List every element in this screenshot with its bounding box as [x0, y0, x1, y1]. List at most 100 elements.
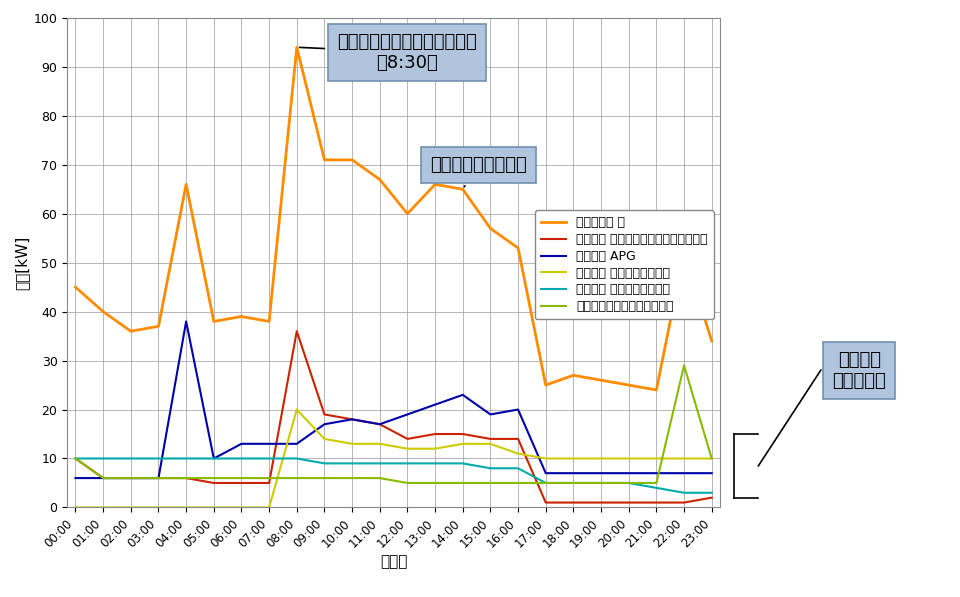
- 動力２－ APG: [540, 470, 551, 477]
- 親デマンド 値: [401, 210, 413, 217]
- 親デマンド 値: [208, 318, 220, 325]
- 動力２－ APG: [97, 475, 108, 482]
- 動力２－ 二次硬化炉２－４: [208, 504, 220, 511]
- 動力２－ 予熱炉０－１（トンネル炉）: [513, 435, 524, 442]
- Line: 動力２－ APG: 動力２－ APG: [76, 321, 711, 478]
- 動力２－ 予熱炉０－１（トンネル炉）: [651, 499, 662, 506]
- Legend: 親デマンド 値, 動力２－ 予熱炉０－１（トンネル炉）, 動力２－ APG, 動力２－ 二次硬化炉２－４, 動力２－ 二次硬化炉２－５, 動力２－（旧名称：予熱: 親デマンド 値, 動力２－ 予熱炉０－１（トンネル炉）, 動力２－ APG, 動…: [535, 210, 713, 319]
- 動力２－（旧名称：予熱炉）: [567, 479, 579, 487]
- 動力２－ APG: [457, 391, 468, 398]
- 親デマンド 値: [679, 250, 690, 257]
- 動力２－ 二次硬化炉２－４: [374, 440, 386, 447]
- 動力２－ 二次硬化炉２－４: [347, 440, 358, 447]
- 動力２－ APG: [153, 475, 164, 482]
- 動力２－ 二次硬化炉２－５: [651, 484, 662, 491]
- 動力２－（旧名称：予熱炉）: [236, 475, 248, 482]
- 動力２－（旧名称：予熱炉）: [153, 475, 164, 482]
- 動力２－（旧名称：予熱炉）: [540, 479, 551, 487]
- 動力２－ 二次硬化炉２－５: [401, 460, 413, 467]
- 動力２－ 二次硬化炉２－４: [679, 455, 690, 462]
- 動力２－ 二次硬化炉２－４: [540, 455, 551, 462]
- 動力２－ APG: [180, 318, 192, 325]
- 動力２－ APG: [208, 455, 220, 462]
- 動力２－（旧名称：予熱炉）: [429, 479, 441, 487]
- Line: 動力２－（旧名称：予熱炉）: 動力２－（旧名称：予熱炉）: [76, 365, 711, 483]
- 動力２－ 二次硬化炉２－４: [291, 406, 302, 413]
- 親デマンド 値: [651, 386, 662, 393]
- 動力２－ 二次硬化炉２－４: [595, 455, 607, 462]
- 親デマンド 値: [125, 328, 136, 335]
- 動力２－ APG: [374, 421, 386, 428]
- 動力２－ 二次硬化炉２－５: [291, 455, 302, 462]
- 動力２－ 二次硬化炉２－４: [125, 504, 136, 511]
- 動力２－ 予熱炉０－１（トンネル炉）: [429, 430, 441, 438]
- 親デマンド 値: [623, 381, 635, 389]
- 動力２－ APG: [513, 406, 524, 413]
- 動力２－（旧名称：予熱炉）: [180, 475, 192, 482]
- 動力２－ 予熱炉０－１（トンネル炉）: [347, 416, 358, 423]
- 動力２－ 二次硬化炉２－５: [153, 455, 164, 462]
- 動力２－ 予熱炉０－１（トンネル炉）: [457, 430, 468, 438]
- 親デマンド 値: [485, 225, 496, 232]
- 親デマンド 値: [70, 284, 82, 291]
- Text: 工場全体のデマンドのピーク
（8:30）: 工場全体のデマンドのピーク （8:30）: [300, 33, 476, 72]
- 動力２－ 二次硬化炉２－５: [679, 489, 690, 496]
- 動力２－（旧名称：予熱炉）: [513, 479, 524, 487]
- 動力２－ 二次硬化炉２－５: [595, 479, 607, 487]
- 動力２－ 予熱炉０－１（トンネル炉）: [374, 421, 386, 428]
- 動力２－ 予熱炉０－１（トンネル炉）: [70, 455, 82, 462]
- 動力２－（旧名称：予熱炉）: [485, 479, 496, 487]
- 動力２－（旧名称：予熱炉）: [623, 479, 635, 487]
- 動力２－ 二次硬化炉２－４: [180, 504, 192, 511]
- 動力２－（旧名称：予熱炉）: [457, 479, 468, 487]
- 動力２－ 予熱炉０－１（トンネル炉）: [567, 499, 579, 506]
- 親デマンド 値: [706, 337, 717, 344]
- Line: 動力２－ 二次硬化炉２－５: 動力２－ 二次硬化炉２－５: [76, 458, 711, 493]
- 動力２－（旧名称：予熱炉）: [374, 475, 386, 482]
- 動力２－ 二次硬化炉２－５: [180, 455, 192, 462]
- 動力２－ 二次硬化炉２－４: [97, 504, 108, 511]
- 親デマンド 値: [347, 156, 358, 164]
- 動力２－ 予熱炉０－１（トンネル炉）: [679, 499, 690, 506]
- 動力２－ APG: [347, 416, 358, 423]
- 動力２－ 予熱炉０－１（トンネル炉）: [595, 499, 607, 506]
- 親デマンド 値: [567, 372, 579, 379]
- 親デマンド 値: [513, 244, 524, 251]
- 動力２－ 二次硬化炉２－５: [706, 489, 717, 496]
- 親デマンド 値: [374, 176, 386, 183]
- 動力２－ APG: [70, 475, 82, 482]
- 動力２－ 二次硬化炉２－４: [153, 504, 164, 511]
- 動力２－（旧名称：予熱炉）: [706, 455, 717, 462]
- 動力２－ 二次硬化炉２－４: [70, 504, 82, 511]
- 動力２－（旧名称：予熱炉）: [679, 362, 690, 369]
- 動力２－ APG: [429, 401, 441, 408]
- 動力２－ APG: [125, 475, 136, 482]
- 動力２－ 予熱炉０－１（トンネル炉）: [180, 475, 192, 482]
- 動力２－ APG: [679, 470, 690, 477]
- 動力２－ 予熱炉０－１（トンネル炉）: [263, 479, 275, 487]
- 動力２－ APG: [263, 440, 275, 447]
- 動力２－ 二次硬化炉２－４: [623, 455, 635, 462]
- Y-axis label: 電力[kW]: 電力[kW]: [14, 236, 30, 290]
- 動力２－ APG: [623, 470, 635, 477]
- 動力２－ APG: [485, 411, 496, 418]
- 動力２－ 二次硬化炉２－４: [401, 445, 413, 453]
- 動力２－ 二次硬化炉２－５: [567, 479, 579, 487]
- 動力２－ 二次硬化炉２－４: [651, 455, 662, 462]
- 親デマンド 値: [97, 308, 108, 315]
- 動力２－ 二次硬化炉２－５: [429, 460, 441, 467]
- 親デマンド 値: [595, 377, 607, 384]
- 動力２－ 二次硬化炉２－４: [513, 450, 524, 457]
- 動力２－ 二次硬化炉２－５: [374, 460, 386, 467]
- 動力２－ APG: [567, 470, 579, 477]
- 動力２－ 予熱炉０－１（トンネル炉）: [485, 435, 496, 442]
- 動力２－ 予熱炉０－１（トンネル炉）: [291, 328, 302, 335]
- 動力２－ 二次硬化炉２－４: [319, 435, 330, 442]
- 親デマンド 値: [540, 381, 551, 389]
- 親デマンド 値: [153, 323, 164, 330]
- 動力２－（旧名称：予熱炉）: [319, 475, 330, 482]
- 親デマンド 値: [263, 318, 275, 325]
- 動力２－ 予熱炉０－１（トンネル炉）: [125, 475, 136, 482]
- 親デマンド 値: [457, 186, 468, 193]
- 動力２－ APG: [401, 411, 413, 418]
